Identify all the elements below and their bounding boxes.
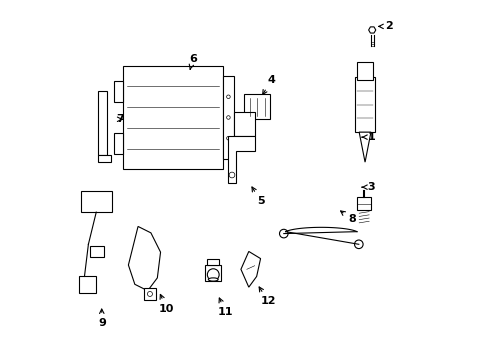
Bar xyxy=(114,81,123,102)
Bar xyxy=(356,197,370,210)
Polygon shape xyxy=(241,251,260,287)
Text: 6: 6 xyxy=(189,54,197,69)
Text: 9: 9 xyxy=(98,309,106,328)
Ellipse shape xyxy=(208,278,218,281)
Text: 10: 10 xyxy=(159,294,174,314)
Polygon shape xyxy=(368,27,375,33)
Bar xyxy=(233,112,255,136)
Text: 11: 11 xyxy=(217,298,233,317)
Bar xyxy=(144,288,155,300)
Bar xyxy=(244,94,269,119)
Bar xyxy=(90,247,104,257)
Bar xyxy=(123,66,223,169)
Polygon shape xyxy=(128,226,160,291)
Text: 3: 3 xyxy=(362,182,375,192)
Bar xyxy=(114,133,123,154)
Text: 5: 5 xyxy=(251,187,264,206)
Text: 1: 1 xyxy=(362,132,375,142)
Bar xyxy=(81,191,112,212)
Polygon shape xyxy=(358,132,370,162)
Text: 4: 4 xyxy=(262,75,275,94)
Bar xyxy=(79,276,96,293)
Text: 12: 12 xyxy=(259,287,276,306)
Bar xyxy=(223,76,233,159)
Bar xyxy=(98,91,107,155)
Bar xyxy=(205,265,221,281)
Bar xyxy=(356,62,372,80)
Bar xyxy=(207,258,219,265)
Polygon shape xyxy=(98,155,111,162)
Bar xyxy=(354,77,374,132)
Polygon shape xyxy=(228,136,255,183)
Text: 7: 7 xyxy=(116,114,123,124)
Text: 8: 8 xyxy=(340,211,355,224)
Text: 2: 2 xyxy=(378,21,392,31)
